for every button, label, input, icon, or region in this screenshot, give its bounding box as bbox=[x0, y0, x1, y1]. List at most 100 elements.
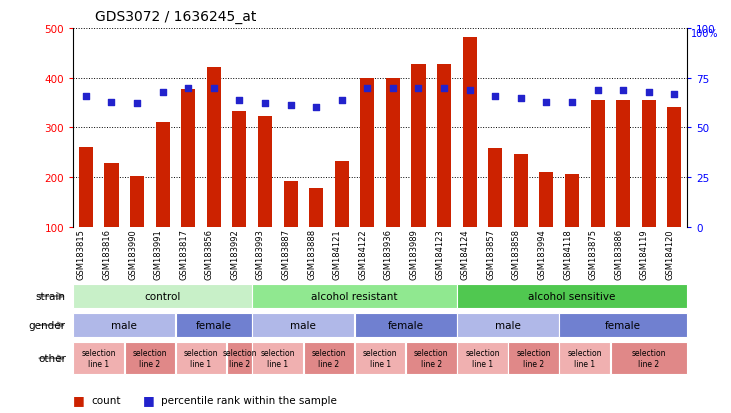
Text: selection
line 2: selection line 2 bbox=[632, 349, 666, 368]
Point bbox=[105, 99, 117, 106]
Text: GSM183816: GSM183816 bbox=[102, 229, 111, 280]
Bar bbox=[130, 176, 144, 227]
Bar bbox=[591, 101, 605, 227]
Bar bbox=[207, 68, 221, 227]
Bar bbox=[124, 342, 175, 375]
Point bbox=[183, 85, 194, 92]
Text: GSM183858: GSM183858 bbox=[512, 229, 520, 280]
Text: selection
line 1: selection line 1 bbox=[81, 349, 116, 368]
Bar bbox=[73, 342, 124, 375]
Bar bbox=[514, 155, 528, 227]
Text: selection
line 1: selection line 1 bbox=[567, 349, 602, 368]
Text: GSM183815: GSM183815 bbox=[77, 229, 86, 280]
Point bbox=[336, 97, 347, 104]
Bar bbox=[437, 64, 451, 227]
Point bbox=[541, 99, 553, 106]
Text: GSM183991: GSM183991 bbox=[154, 229, 162, 279]
Text: GSM183888: GSM183888 bbox=[307, 229, 317, 280]
Text: selection
line 1: selection line 1 bbox=[363, 349, 398, 368]
Bar bbox=[355, 313, 457, 337]
Bar bbox=[508, 342, 559, 375]
Text: GSM183936: GSM183936 bbox=[384, 229, 393, 280]
Bar bbox=[386, 78, 400, 227]
Point bbox=[566, 99, 577, 106]
Text: GSM184123: GSM184123 bbox=[435, 229, 444, 279]
Bar bbox=[252, 284, 457, 309]
Text: male: male bbox=[111, 320, 137, 330]
Bar bbox=[175, 342, 227, 375]
Text: selection
line 1: selection line 1 bbox=[183, 349, 219, 368]
Bar bbox=[457, 313, 559, 337]
Text: alcohol sensitive: alcohol sensitive bbox=[529, 291, 616, 301]
Bar bbox=[252, 313, 355, 337]
Text: selection
line 2: selection line 2 bbox=[311, 349, 346, 368]
Text: GDS3072 / 1636245_at: GDS3072 / 1636245_at bbox=[95, 10, 257, 24]
Bar bbox=[457, 284, 687, 309]
Text: GSM183875: GSM183875 bbox=[588, 229, 598, 280]
Text: GSM184122: GSM184122 bbox=[358, 229, 367, 279]
Point bbox=[387, 85, 399, 92]
Text: GSM183990: GSM183990 bbox=[128, 229, 137, 279]
Point bbox=[643, 89, 654, 96]
Bar bbox=[105, 164, 118, 227]
Point bbox=[412, 85, 424, 92]
Bar bbox=[412, 64, 425, 227]
Bar bbox=[539, 173, 553, 227]
Bar bbox=[258, 117, 272, 227]
Text: female: female bbox=[196, 320, 232, 330]
Text: count: count bbox=[91, 394, 121, 405]
Bar bbox=[156, 123, 170, 227]
Text: ■: ■ bbox=[73, 393, 85, 406]
Text: female: female bbox=[605, 320, 641, 330]
Bar bbox=[565, 174, 579, 227]
Bar bbox=[309, 189, 323, 227]
Bar bbox=[488, 149, 502, 227]
Text: GSM183994: GSM183994 bbox=[537, 229, 547, 279]
Text: male: male bbox=[495, 320, 521, 330]
Point bbox=[464, 87, 476, 94]
Text: selection
line 1: selection line 1 bbox=[260, 349, 295, 368]
Bar bbox=[175, 313, 252, 337]
Text: GSM183817: GSM183817 bbox=[179, 229, 189, 280]
Bar bbox=[227, 342, 252, 375]
Point bbox=[259, 101, 270, 107]
Text: selection
line 2: selection line 2 bbox=[222, 349, 257, 368]
Text: GSM184124: GSM184124 bbox=[461, 229, 470, 279]
Text: GSM184118: GSM184118 bbox=[563, 229, 572, 279]
Bar bbox=[303, 342, 355, 375]
Point bbox=[668, 91, 680, 97]
Bar bbox=[559, 342, 610, 375]
Text: alcohol resistant: alcohol resistant bbox=[311, 291, 398, 301]
Bar bbox=[463, 38, 477, 227]
Text: selection
line 2: selection line 2 bbox=[414, 349, 449, 368]
Text: GSM183887: GSM183887 bbox=[281, 229, 290, 280]
Bar bbox=[252, 342, 303, 375]
Text: other: other bbox=[38, 353, 66, 363]
Text: GSM184120: GSM184120 bbox=[665, 229, 674, 279]
Text: GSM183886: GSM183886 bbox=[614, 229, 623, 280]
Text: control: control bbox=[145, 291, 181, 301]
Bar bbox=[181, 89, 195, 227]
Point bbox=[592, 87, 604, 94]
Point bbox=[438, 85, 450, 92]
Bar bbox=[284, 182, 298, 227]
Point bbox=[132, 101, 143, 107]
Text: GSM183992: GSM183992 bbox=[230, 229, 240, 279]
Text: GSM184121: GSM184121 bbox=[333, 229, 341, 279]
Bar bbox=[360, 78, 374, 227]
Bar bbox=[335, 162, 349, 227]
Point bbox=[80, 93, 92, 100]
Bar bbox=[73, 313, 175, 337]
Point bbox=[617, 87, 629, 94]
Text: GSM183857: GSM183857 bbox=[486, 229, 495, 280]
Point bbox=[284, 103, 297, 109]
Text: GSM184119: GSM184119 bbox=[640, 229, 648, 279]
Text: gender: gender bbox=[29, 320, 66, 330]
Point bbox=[156, 89, 168, 96]
Bar bbox=[406, 342, 457, 375]
Text: 100%: 100% bbox=[691, 29, 719, 39]
Text: selection
line 1: selection line 1 bbox=[465, 349, 500, 368]
Text: selection
line 2: selection line 2 bbox=[132, 349, 167, 368]
Text: selection
line 2: selection line 2 bbox=[516, 349, 551, 368]
Point bbox=[208, 85, 219, 92]
